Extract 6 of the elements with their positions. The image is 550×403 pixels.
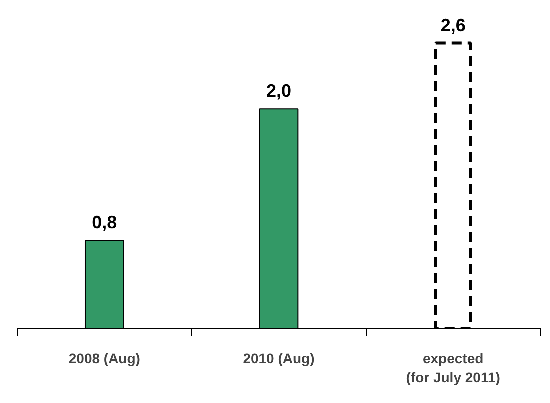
data-label: 0,8 xyxy=(92,212,118,233)
data-label: 2,0 xyxy=(266,81,292,102)
x-tick-label: 2010 (Aug) xyxy=(243,350,315,366)
x-tick-label: expected (for July 2011) xyxy=(406,350,500,386)
x-tick-label: 2008 (Aug) xyxy=(68,350,140,366)
data-label: 2,6 xyxy=(440,15,466,36)
